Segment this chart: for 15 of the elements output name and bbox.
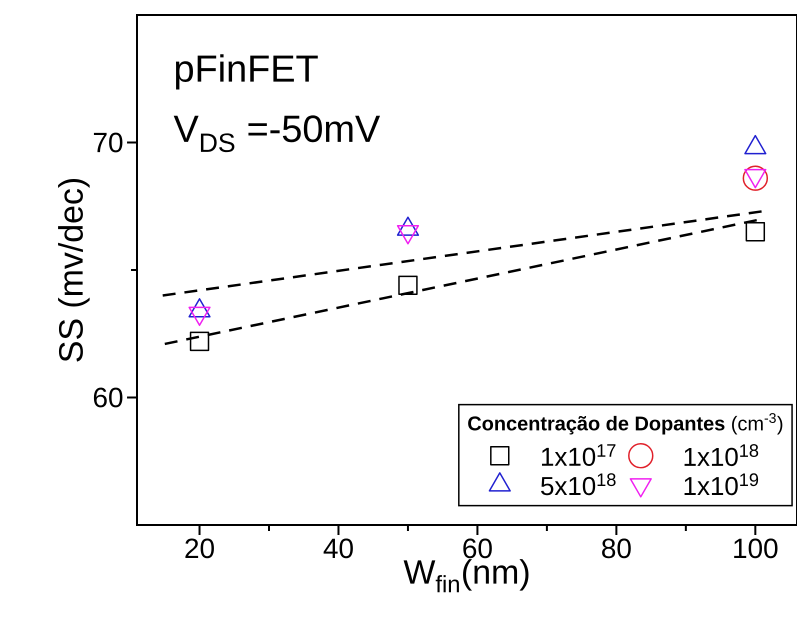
x-axis-title: W$_{fin}$(nm) <box>404 559 528 592</box>
y-tick-label: 70 <box>94 132 122 152</box>
x-tick-label: 20 <box>185 538 214 558</box>
x-tick-label: 40 <box>324 538 353 558</box>
legend-label: 1x10$^{17}$ <box>542 444 616 466</box>
legend-label: 1x10$^{19}$ <box>684 473 758 496</box>
x-tick-label: 60 <box>463 538 492 558</box>
x-tick-label: 100 <box>734 538 778 558</box>
legend-title: Concentração de Dopantes (cm$^{-3}$) <box>468 413 782 434</box>
legend-label: 5x10$^{18}$ <box>541 473 616 496</box>
legend-label: 1x10$^{18}$ <box>684 444 758 466</box>
annotation: V$_{DS}$ =-50mV <box>174 115 380 152</box>
y-axis-title: SS (mv/dec) <box>58 178 90 362</box>
annotation: pFinFET <box>176 54 318 90</box>
x-tick-label: 80 <box>602 538 631 558</box>
